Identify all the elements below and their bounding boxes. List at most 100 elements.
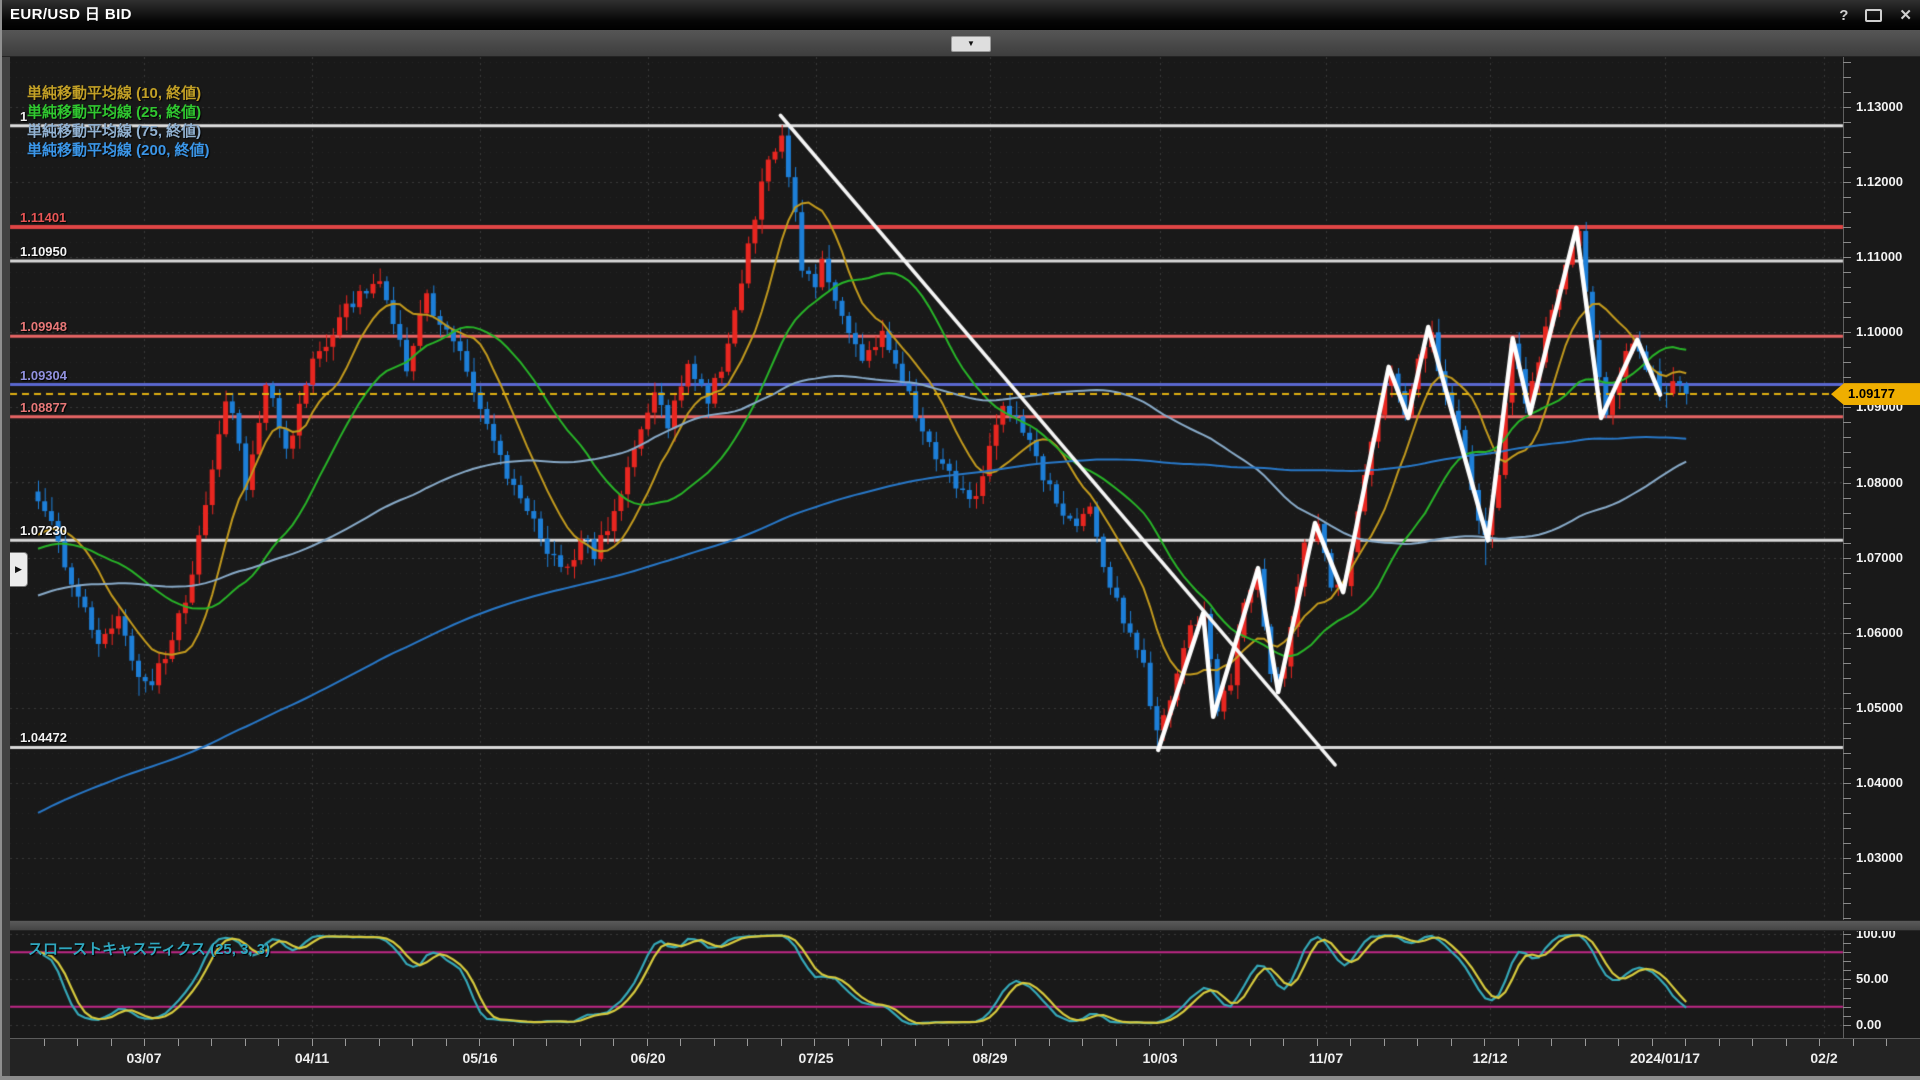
level-label[interactable]: 1.08877 [20, 399, 67, 415]
price-axis-tick [1843, 723, 1851, 724]
price-axis-tick [1843, 167, 1851, 168]
price-axis-tick [1843, 588, 1851, 589]
legend-item-sma75[interactable]: 単純移動平均線 (75, 終値) [27, 123, 202, 140]
stoch-axis-tick [1843, 998, 1851, 999]
date-axis-tick [680, 1039, 681, 1046]
date-axis-tick [278, 1039, 279, 1046]
price-axis-tick [1843, 498, 1851, 499]
stoch-axis-tick [1843, 988, 1851, 989]
price-axis-label: 1.03000 [1856, 850, 1903, 865]
price-axis-label: 1.04000 [1856, 774, 1903, 790]
date-axis-tick [1015, 1039, 1016, 1046]
date-axis-tick [378, 1039, 380, 1046]
legend-item-sma200[interactable]: 単純移動平均線 (200, 終値) [27, 142, 210, 159]
price-axis-tick [1843, 483, 1851, 484]
level-label[interactable]: 1.09948 [20, 319, 67, 335]
stoch-axis-tick [1843, 1016, 1851, 1017]
date-axis-tick [1048, 1039, 1050, 1046]
date-axis-tick [814, 1039, 815, 1046]
price-axis-label: 1.13000 [1856, 99, 1903, 114]
level-label[interactable]: 1.09304 [20, 367, 67, 383]
date-axis-tick [613, 1039, 614, 1046]
date-axis-tick [244, 1039, 246, 1046]
date-axis-tick [1484, 1039, 1485, 1046]
date-axis-label: 07/25 [798, 1050, 834, 1066]
level-label[interactable]: 1.04472 [20, 730, 67, 746]
price-axis-tick [1843, 768, 1851, 769]
price-axis-tick [1843, 828, 1851, 829]
price-axis-tick [1843, 107, 1851, 108]
date-axis[interactable]: 03/07 04/11 05/16 06/20 07/25 08/29 10/03 11/07… [2, 1038, 1920, 1077]
date-axis-tick [177, 1039, 179, 1046]
titlebar[interactable]: EUR/USD 日 BID [0, 0, 1920, 30]
window-title: EUR/USD 日 BID [10, 6, 132, 23]
date-axis-tick [847, 1039, 849, 1046]
stoch-axis-tick [1843, 970, 1851, 971]
date-axis-tick [1249, 1039, 1251, 1046]
date-axis-tick [77, 1039, 78, 1046]
level-label[interactable]: 1.10950 [20, 243, 67, 259]
date-axis-tick [110, 1039, 112, 1046]
date-axis-label: 02/2 [1810, 1050, 1838, 1066]
date-axis-tick [780, 1039, 782, 1046]
date-axis-tick [914, 1039, 916, 1046]
price-axis-tick [1843, 62, 1851, 63]
price-axis-tick [1843, 437, 1851, 438]
date-axis-label: 06/20 [630, 1050, 666, 1066]
window-bottom-border [0, 1076, 1920, 1080]
date-axis-tick [1115, 1039, 1117, 1046]
window-left-border [0, 0, 2, 1080]
stochastic-legend[interactable]: スローストキャスティクス (25, 3, 3) [28, 941, 271, 958]
price-axis-tick [1843, 678, 1851, 679]
legend-item-sma10[interactable]: 単純移動平均線 (10, 終値) [27, 85, 202, 102]
date-axis-tick [1182, 1039, 1184, 1046]
price-axis-tick [1843, 648, 1851, 649]
date-axis-tick [512, 1039, 514, 1046]
date-axis-tick [1350, 1039, 1351, 1046]
date-axis-tick [1517, 1039, 1519, 1046]
price-axis-tick [1843, 753, 1851, 754]
stoch-axis-tick [1843, 1025, 1851, 1026]
level-label[interactable]: 1.07230 [20, 523, 67, 539]
date-axis-tick [1283, 1039, 1284, 1046]
date-axis-label: 10/03 [1142, 1050, 1178, 1066]
price-axis-label: 1.06000 [1856, 624, 1903, 640]
collapse-toolbar-button[interactable]: ▼ [951, 36, 991, 52]
price-axis-label: 1.10000 [1856, 324, 1903, 340]
price-axis-tick [1843, 558, 1851, 559]
help-icon[interactable]: ? [1839, 6, 1849, 24]
chart-toolbar: ▼ [0, 30, 1920, 57]
price-axis-label: 1.11000 [1856, 249, 1903, 265]
price-axis-tick [1843, 513, 1851, 514]
price-axis-tick [1843, 227, 1851, 228]
price-axis-tick [1843, 287, 1851, 288]
date-axis-tick [1886, 1039, 1887, 1046]
price-axis-tick [1843, 377, 1851, 378]
price-axis-tick [1843, 918, 1851, 919]
close-icon[interactable]: ✕ [1899, 7, 1912, 24]
date-axis-label: 05/16 [462, 1050, 498, 1066]
date-axis-tick [1584, 1039, 1586, 1046]
legend-item-sma25[interactable]: 単純移動平均線 (25, 終値) [27, 104, 202, 121]
left-gutter [0, 30, 10, 1080]
stoch-axis-tick [1843, 943, 1851, 944]
panel-splitter[interactable] [2, 920, 1920, 931]
date-axis-tick [43, 1039, 45, 1046]
price-axis-tick [1843, 92, 1851, 93]
price-axis-tick [1843, 272, 1851, 273]
price-axis-tick [1843, 858, 1851, 859]
expand-panel-handle[interactable]: ▶ [10, 552, 28, 587]
level-label[interactable]: 1.11401 [20, 210, 67, 226]
stoch-axis-tick [1843, 934, 1851, 935]
price-axis-label: 1.12000 [1856, 174, 1903, 190]
date-axis-label: 12/12 [1472, 1050, 1508, 1066]
stoch-axis-tick [1843, 1007, 1851, 1008]
price-axis-tick [1843, 843, 1851, 844]
date-axis-tick [144, 1039, 145, 1046]
date-axis-tick [1718, 1039, 1720, 1046]
price-axis-tick [1843, 122, 1851, 123]
date-axis-tick [1685, 1039, 1686, 1046]
maximize-icon[interactable] [1865, 8, 1883, 22]
level-label[interactable]: 1 [20, 108, 28, 124]
